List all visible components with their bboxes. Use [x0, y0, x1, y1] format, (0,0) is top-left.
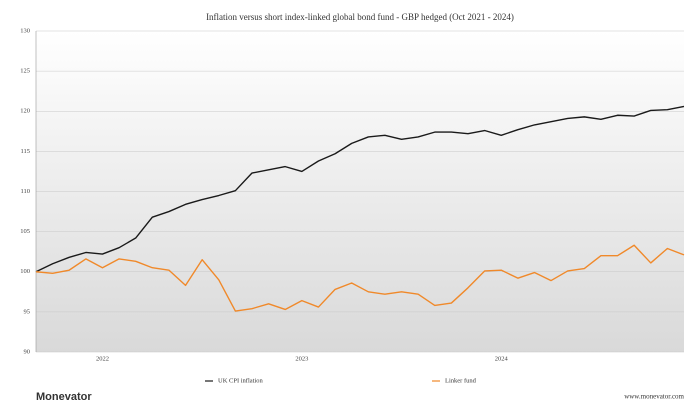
- legend-label: UK CPI inflation: [218, 377, 264, 384]
- y-tick-label: 120: [20, 108, 30, 115]
- source-url: www.monevator.com: [624, 393, 684, 401]
- y-tick-label: 130: [20, 27, 30, 34]
- chart-title: Inflation versus short index-linked glob…: [206, 12, 514, 22]
- x-tick-label: 2024: [495, 355, 509, 362]
- y-tick-label: 110: [20, 188, 30, 195]
- y-tick-label: 115: [20, 148, 30, 155]
- y-tick-label: 90: [24, 348, 31, 355]
- series-line: [35, 105, 685, 273]
- y-tick-label: 125: [20, 68, 30, 75]
- y-tick-label: 100: [20, 268, 30, 275]
- x-tick-label: 2023: [295, 355, 308, 362]
- series-line: [35, 244, 685, 312]
- y-tick-label: 105: [20, 228, 30, 235]
- brand: Monevator: [36, 391, 92, 403]
- legend-label: Linker fund: [445, 377, 477, 384]
- x-tick-label: 2022: [96, 355, 109, 362]
- y-tick-label: 95: [24, 308, 31, 315]
